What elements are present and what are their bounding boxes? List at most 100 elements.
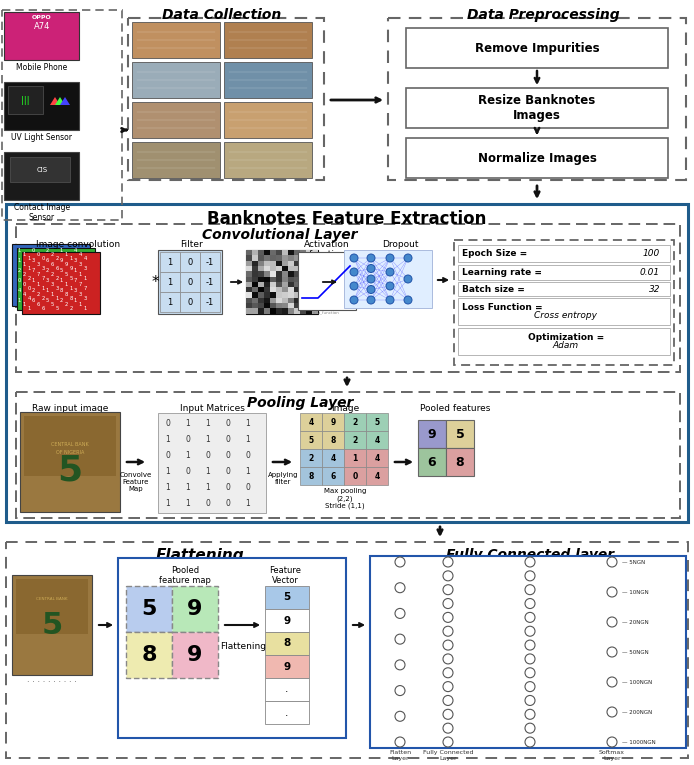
Bar — [172, 586, 218, 632]
Text: 6: 6 — [330, 471, 336, 480]
Bar — [282, 256, 288, 261]
Bar — [252, 272, 258, 276]
Text: 7: 7 — [31, 268, 35, 272]
Text: -1: -1 — [206, 258, 214, 266]
Bar — [276, 308, 282, 314]
Circle shape — [607, 707, 617, 717]
Bar — [300, 287, 306, 292]
Bar — [294, 272, 300, 276]
Text: 6: 6 — [50, 262, 53, 266]
Text: 2: 2 — [50, 272, 53, 276]
Bar — [312, 282, 318, 287]
Text: 9: 9 — [187, 645, 203, 665]
Bar — [246, 287, 252, 292]
Bar — [282, 282, 288, 287]
Circle shape — [386, 268, 394, 276]
Text: 0: 0 — [187, 298, 193, 307]
Text: 3: 3 — [42, 265, 44, 271]
Bar — [258, 287, 264, 292]
Bar — [312, 303, 318, 308]
Circle shape — [607, 737, 617, 747]
Bar — [370, 556, 686, 748]
Text: 1: 1 — [17, 258, 21, 262]
Text: Optimization =: Optimization = — [528, 333, 604, 342]
Text: 1: 1 — [42, 285, 44, 291]
Bar — [160, 272, 180, 292]
Bar — [264, 261, 270, 266]
Text: 1: 1 — [185, 483, 190, 491]
Circle shape — [525, 737, 535, 747]
Text: 1: 1 — [27, 256, 31, 261]
Bar — [258, 276, 264, 282]
Bar — [20, 412, 120, 512]
Text: 2: 2 — [56, 275, 59, 281]
Bar — [276, 292, 282, 298]
Bar — [264, 298, 270, 303]
Text: 6: 6 — [56, 265, 59, 271]
Bar — [282, 298, 288, 303]
Text: Fully Connected
Layer: Fully Connected Layer — [423, 750, 473, 761]
Text: 0: 0 — [353, 471, 357, 480]
Text: 8: 8 — [283, 639, 291, 649]
Text: Dropout: Dropout — [382, 240, 418, 249]
Bar — [288, 308, 294, 314]
Text: 5: 5 — [375, 418, 380, 427]
Text: 1: 1 — [74, 268, 77, 272]
Bar — [458, 265, 670, 280]
Bar — [306, 298, 312, 303]
Bar — [282, 261, 288, 266]
Text: 1: 1 — [205, 467, 210, 476]
Circle shape — [443, 640, 453, 650]
Bar — [306, 272, 312, 276]
Text: 1: 1 — [185, 451, 190, 460]
Circle shape — [395, 660, 405, 670]
Text: Normalize Images: Normalize Images — [477, 151, 596, 164]
Circle shape — [443, 682, 453, 692]
Text: Pooled features: Pooled features — [420, 404, 490, 413]
Bar — [406, 138, 668, 178]
Circle shape — [395, 737, 405, 747]
Text: 3: 3 — [74, 258, 76, 262]
Text: 9: 9 — [65, 262, 68, 266]
Bar — [200, 272, 220, 292]
Bar — [270, 298, 276, 303]
Bar — [200, 292, 220, 312]
Text: 1: 1 — [205, 418, 210, 428]
Polygon shape — [60, 97, 70, 105]
Bar — [298, 252, 356, 310]
Text: 4: 4 — [22, 291, 26, 297]
Bar — [282, 287, 288, 292]
Text: 6: 6 — [31, 298, 35, 302]
Bar — [288, 298, 294, 303]
Bar — [10, 157, 70, 182]
Text: 2: 2 — [22, 272, 26, 276]
Text: 3: 3 — [83, 265, 87, 271]
Text: relu_function: relu_function — [312, 310, 339, 314]
Bar — [344, 413, 366, 431]
Text: 9: 9 — [187, 599, 203, 619]
Bar — [458, 328, 670, 355]
Text: 1: 1 — [31, 278, 35, 282]
Bar — [158, 250, 222, 314]
Text: 4: 4 — [374, 471, 380, 480]
Bar — [224, 102, 312, 138]
Bar — [246, 292, 252, 298]
Text: 4: 4 — [308, 418, 314, 427]
Circle shape — [395, 711, 405, 721]
Text: Raw input image: Raw input image — [32, 404, 108, 413]
Text: UV Light Sensor: UV Light Sensor — [12, 133, 72, 142]
Text: 4: 4 — [74, 248, 77, 252]
Circle shape — [443, 723, 453, 733]
Bar — [252, 287, 258, 292]
Bar — [264, 250, 270, 256]
Text: 5: 5 — [308, 435, 314, 444]
Text: 1: 1 — [246, 467, 251, 476]
Bar — [306, 308, 312, 314]
Text: 1: 1 — [246, 418, 251, 428]
Circle shape — [386, 296, 394, 304]
Circle shape — [607, 647, 617, 657]
Bar — [264, 303, 270, 308]
Text: 9: 9 — [283, 662, 291, 672]
Bar — [246, 308, 252, 314]
Bar — [294, 298, 300, 303]
